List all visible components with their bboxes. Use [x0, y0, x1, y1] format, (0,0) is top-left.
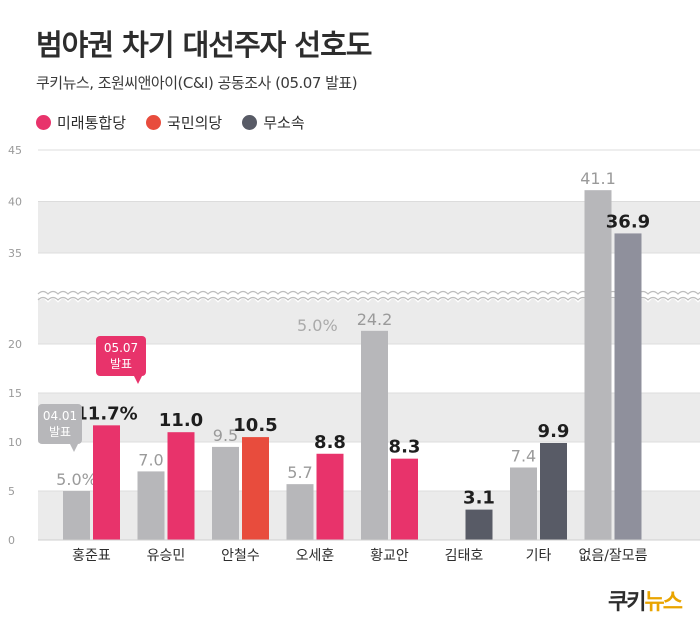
callout-curr-text: 05.07: [104, 341, 138, 355]
bar-prev: [584, 190, 612, 541]
category-label: 없음/잘모름: [578, 548, 647, 564]
callout-curr-text: 발표: [110, 357, 132, 371]
value-label-prev: 41.1: [580, 169, 616, 188]
value-label-prev: 5.0%: [56, 470, 97, 489]
bar-prev: [286, 484, 314, 540]
category-label: 오세훈: [296, 548, 335, 564]
legend-swatch-independent: [242, 115, 258, 130]
value-label-curr: 8.8: [314, 432, 346, 453]
legend-label-independent: 무소속: [263, 114, 305, 132]
brand-logo: 쿠키뉴스: [608, 584, 683, 616]
category-label: 기타: [526, 548, 552, 564]
value-label-curr: 8.3: [389, 437, 421, 458]
bar-prev: [137, 471, 165, 540]
value-label-prev: 7.0: [138, 450, 163, 469]
legend-item-independent: 무소속: [242, 112, 305, 133]
chart-subtitle: 쿠키뉴스, 조원씨앤아이(C&I) 공동조사 (05.07 발표): [36, 74, 358, 92]
chart-title: 범야권 차기 대선주자 선호도: [36, 28, 372, 62]
value-label-curr: 11.0: [159, 410, 203, 431]
bar-prev: [510, 467, 537, 540]
bar-curr: [242, 437, 269, 540]
floating-note-label: 5.0%: [297, 316, 338, 335]
callout-prev-box: [38, 404, 82, 444]
bar-curr: [316, 453, 344, 540]
y-tick-label: 10: [8, 436, 22, 449]
value-label-curr: 11.7%: [75, 403, 137, 424]
brand-logo-part1: 쿠키: [608, 590, 647, 615]
legend-item-future-united: 미래통합당: [36, 112, 126, 133]
legend-item-peoples-party: 국민의당: [146, 112, 222, 133]
brand-logo-part2: 뉴스: [644, 590, 683, 615]
y-tick-label: 35: [8, 247, 22, 260]
bar-prev: [63, 491, 90, 540]
bar-curr: [614, 233, 642, 540]
callout-curr-pointer: [134, 376, 142, 384]
category-label: 홍준표: [72, 548, 111, 564]
y-tick-label: 20: [8, 338, 22, 351]
bar-prev: [212, 446, 239, 540]
value-label-prev: 9.5: [213, 426, 238, 445]
callout-curr-box: [96, 336, 146, 376]
legend-swatch-peoples-party: [146, 115, 162, 130]
bar-curr: [167, 432, 195, 540]
category-label: 김태호: [445, 548, 484, 564]
callout-prev-text: 04.01: [43, 409, 77, 423]
callout-prev-pointer: [70, 444, 78, 452]
legend-label-future-united: 미래통합당: [57, 114, 127, 132]
y-tick-label: 40: [8, 196, 22, 209]
value-label-curr: 36.9: [606, 211, 650, 232]
bar-curr: [465, 509, 493, 540]
bar-curr: [93, 425, 120, 540]
value-label-prev: 24.2: [357, 310, 393, 329]
callout-prev-text: 발표: [49, 425, 71, 439]
category-label: 안철수: [221, 548, 260, 564]
value-label-curr: 9.9: [538, 421, 570, 442]
bar-curr: [540, 442, 567, 540]
category-label: 황교안: [370, 548, 409, 564]
legend-swatch-future-united: [36, 115, 51, 130]
y-tick-label: 5: [8, 485, 15, 498]
value-label-curr: 10.5: [233, 415, 277, 436]
y-tick-label: 45: [8, 144, 22, 157]
bar-curr: [391, 458, 418, 540]
legend: 미래통합당 국민의당 무소속: [36, 112, 305, 133]
legend-label-peoples-party: 국민의당: [167, 114, 223, 132]
y-tick-label: 15: [8, 387, 22, 400]
category-label: 유승민: [147, 548, 186, 564]
value-label-curr: 3.1: [463, 488, 495, 509]
value-label-prev: 5.7: [287, 463, 312, 482]
value-label-prev: 7.4: [511, 446, 536, 465]
bar-prev: [361, 330, 388, 540]
y-tick-label: 0: [8, 534, 15, 547]
